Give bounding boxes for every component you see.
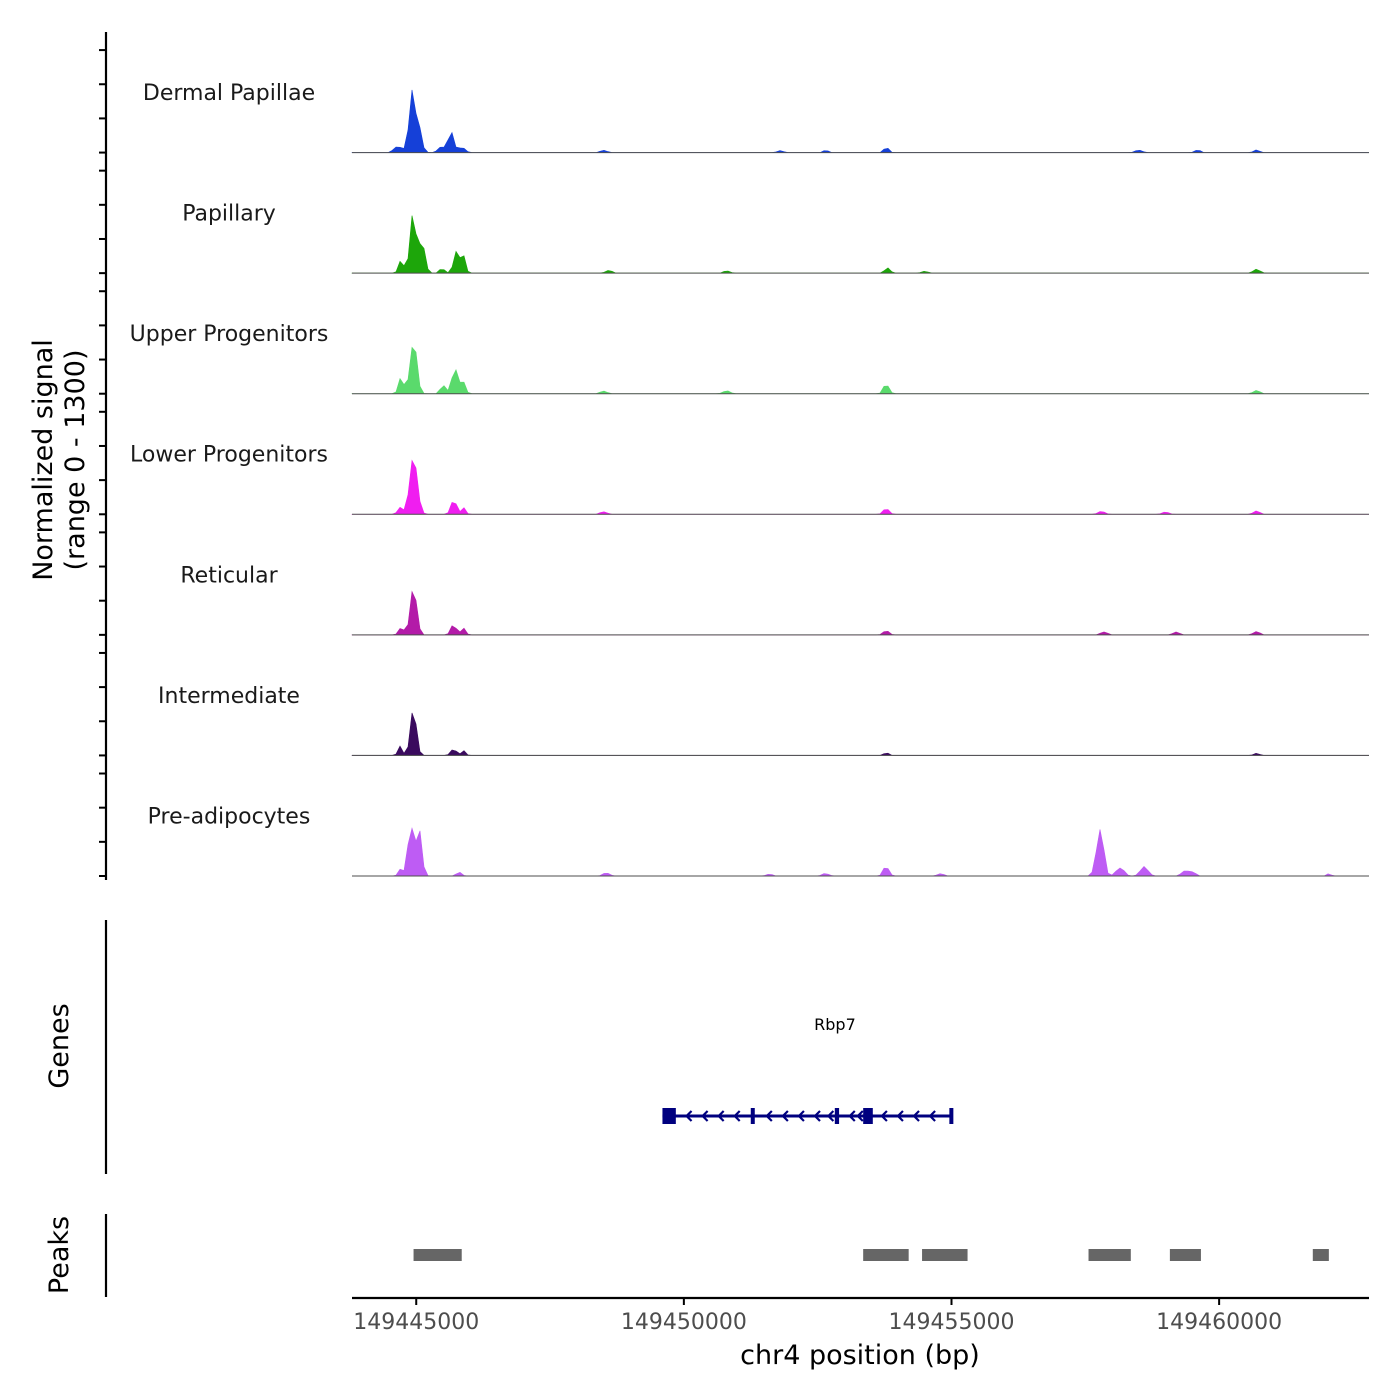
signal-area (351, 712, 1370, 756)
peak-region (1088, 1249, 1131, 1261)
peak-region (922, 1249, 968, 1261)
strand-arrow (717, 1110, 725, 1122)
track-label: Upper Progenitors (130, 322, 329, 347)
strand-arrow (733, 1110, 741, 1122)
signal-area (352, 827, 1369, 877)
peaks-panel-label: Peaks (44, 1216, 75, 1294)
track-label: Dermal Papillae (143, 81, 315, 106)
gene-exon (834, 1108, 840, 1124)
strand-arrow (684, 1110, 693, 1122)
signal-area (351, 89, 1370, 153)
coverage-track: Lower Progenitors (130, 443, 1370, 515)
strand-arrow (826, 1110, 835, 1122)
track-label: Lower Progenitors (130, 443, 328, 468)
signal-area (351, 590, 1370, 636)
y-axis-title: Normalized signal (28, 339, 59, 581)
strand-arrow (765, 1110, 773, 1122)
x-tick-label: 149455000 (889, 1310, 1015, 1335)
strand-arrow (912, 1110, 920, 1122)
gene-label: Rbp7 (814, 1015, 856, 1034)
x-tick-label: 149445000 (353, 1310, 479, 1335)
strand-arrow (880, 1110, 888, 1122)
gene-exon (750, 1108, 755, 1124)
signal-area (351, 459, 1370, 515)
coverage-y-ticks (99, 49, 106, 877)
track-label: Intermediate (158, 684, 300, 709)
coverage-track: Pre-adipocytes (148, 804, 1369, 877)
x-tick-label: 149450000 (621, 1310, 747, 1335)
strand-arrow (928, 1110, 936, 1122)
coverage-track: Dermal Papillae (143, 81, 1370, 154)
y-axis-range-label: (range 0 - 1300) (60, 350, 91, 571)
coverage-tracks: Dermal Papillae Papillary Upper Progenitor… (130, 81, 1370, 877)
x-axis-ticks: 149445000 149450000 149455000 149460000 (353, 1298, 1282, 1335)
x-axis-title: chr4 position (bp) (740, 1340, 980, 1371)
peak-region (1312, 1249, 1329, 1261)
coverage-track: Papillary (182, 202, 1370, 274)
coverage-track: Upper Progenitors (130, 322, 1370, 395)
strand-arrow (701, 1110, 709, 1122)
gene-exon (949, 1108, 954, 1124)
track-label: Papillary (182, 202, 276, 227)
track-label: Reticular (180, 563, 278, 588)
genes-panel-label: Genes (44, 1003, 75, 1088)
signal-area (351, 346, 1370, 395)
peak-region (1169, 1249, 1201, 1261)
gene-model: Rbp7 (662, 1015, 954, 1124)
strand-arrow (848, 1110, 856, 1122)
strand-arrow (781, 1110, 789, 1122)
peak-region (863, 1249, 909, 1261)
signal-area (351, 215, 1370, 274)
gene-exon (662, 1108, 676, 1124)
track-label: Pre-adipocytes (148, 804, 311, 829)
peak-region (413, 1249, 462, 1261)
coverage-track: Intermediate (158, 684, 1370, 756)
gene-exon (863, 1108, 873, 1124)
peak-regions (413, 1249, 1329, 1261)
strand-arrow (856, 1110, 864, 1122)
strand-arrow (813, 1110, 821, 1122)
coverage-track: Reticular (180, 563, 1370, 636)
strand-arrow (896, 1110, 904, 1122)
strand-arrow (797, 1110, 805, 1122)
x-tick-label: 149460000 (1156, 1310, 1282, 1335)
